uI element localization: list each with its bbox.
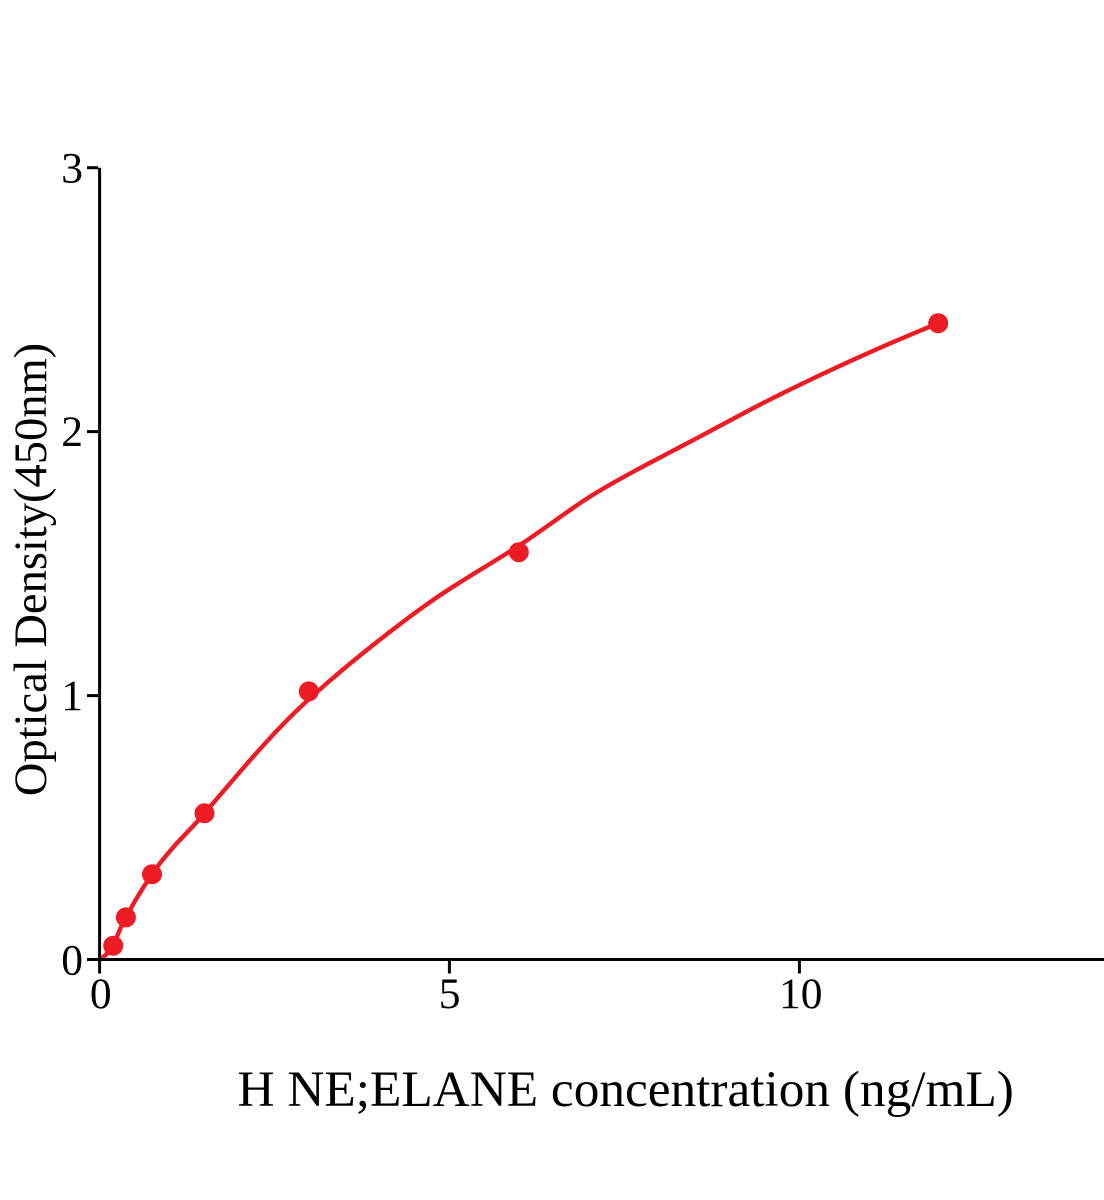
svg-text:5: 5 bbox=[439, 970, 461, 1018]
svg-text:0: 0 bbox=[61, 936, 83, 984]
svg-text:3: 3 bbox=[61, 144, 83, 192]
svg-text:0: 0 bbox=[90, 970, 112, 1018]
svg-text:H NE;ELANE concentration (ng/m: H NE;ELANE concentration (ng/mL) bbox=[238, 1061, 1014, 1118]
svg-text:10: 10 bbox=[779, 970, 823, 1018]
svg-text:1: 1 bbox=[61, 672, 83, 720]
svg-text:2: 2 bbox=[61, 408, 83, 456]
svg-text:Optical Density(450nm): Optical Density(450nm) bbox=[6, 343, 57, 796]
